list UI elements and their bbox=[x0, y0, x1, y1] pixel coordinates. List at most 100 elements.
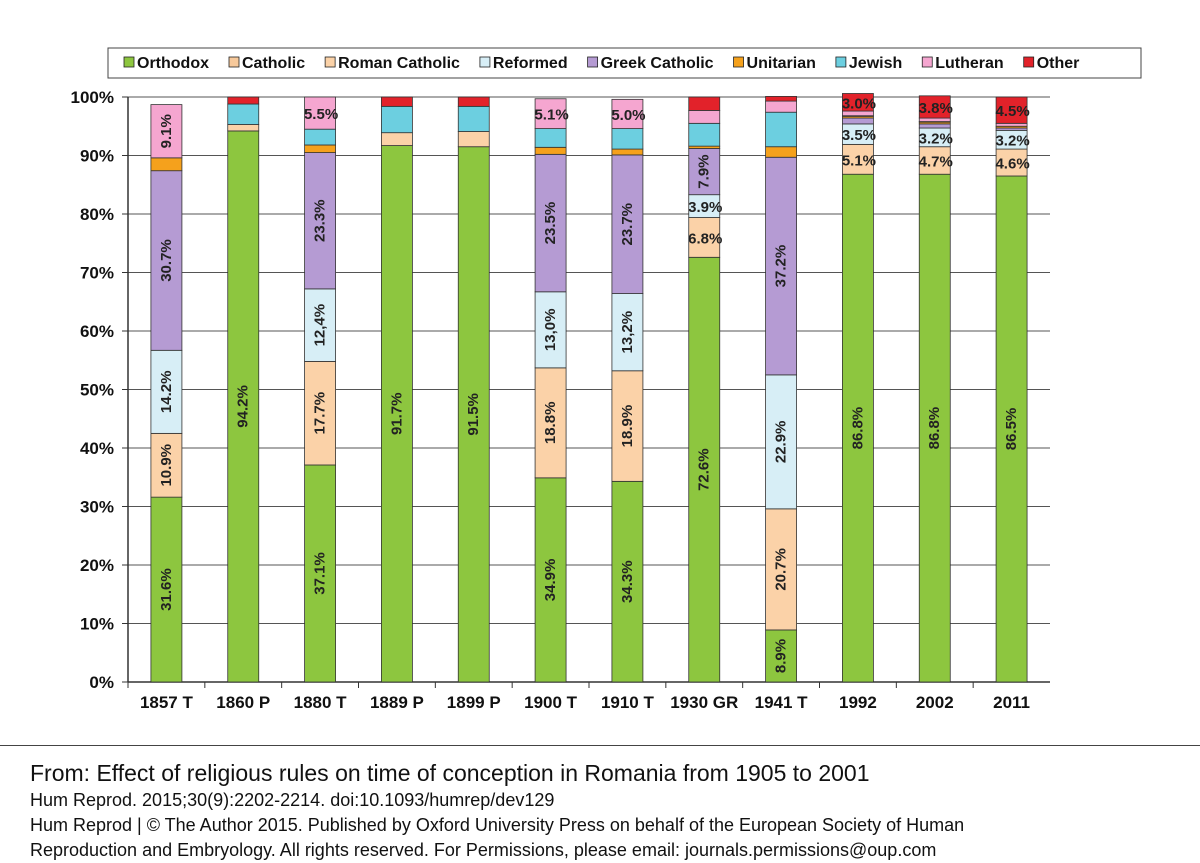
bar-segment-greek-catholic bbox=[918, 123, 951, 129]
data-label: 3.5% bbox=[842, 127, 876, 144]
bar-segment-other bbox=[227, 96, 260, 105]
legend-swatch-unitarian bbox=[733, 56, 744, 68]
legend-label-other: Other bbox=[1037, 55, 1080, 72]
bar-segment-jewish bbox=[227, 103, 260, 125]
bar-segment-orthodox bbox=[304, 464, 336, 683]
bar-segment-lutheran bbox=[688, 110, 721, 124]
bar-segment-orthodox bbox=[381, 145, 413, 683]
bar-segment-lutheran bbox=[995, 122, 1028, 127]
bar-segment-roman-catholic bbox=[150, 432, 183, 498]
legend-swatch-orthodox bbox=[123, 56, 135, 68]
bar-segment-other bbox=[688, 96, 721, 111]
y-tick-label: 40% bbox=[80, 439, 114, 458]
data-label: 9.1% bbox=[158, 114, 175, 148]
bar-segment-reformed bbox=[765, 374, 797, 510]
bar-segment-greek-catholic bbox=[611, 154, 644, 294]
bar-segment-roman-catholic bbox=[611, 370, 644, 482]
data-label: 37.1% bbox=[312, 552, 329, 595]
x-tick-label: 1941 T bbox=[755, 693, 809, 712]
x-tick-label: 2002 bbox=[916, 693, 954, 712]
bar-segment-unitarian bbox=[150, 157, 183, 172]
data-label: 4.6% bbox=[995, 156, 1029, 173]
bar-segment-unitarian bbox=[611, 148, 644, 156]
legend-swatch-other bbox=[1023, 56, 1035, 68]
data-label: 3.8% bbox=[919, 100, 953, 117]
data-label: 30.7% bbox=[158, 239, 175, 282]
bar-segment-orthodox bbox=[611, 480, 644, 683]
data-label: 3.2% bbox=[995, 133, 1029, 150]
caption-copyright-line-1: Hum Reprod | © The Author 2015. Publishe… bbox=[30, 815, 965, 835]
bar-segment-reformed bbox=[150, 349, 183, 434]
y-tick-label: 80% bbox=[80, 205, 114, 224]
legend-swatch-jewish bbox=[835, 56, 847, 68]
y-tick-label: 30% bbox=[80, 498, 114, 517]
legend-label-greek-catholic: Greek Catholic bbox=[601, 55, 714, 72]
bar-segment-roman-catholic bbox=[688, 217, 721, 258]
bar-segment-orthodox bbox=[688, 256, 721, 683]
bar-segment-roman-catholic bbox=[381, 132, 413, 146]
bar-segment-jewish bbox=[457, 105, 490, 132]
data-label: 18.9% bbox=[619, 405, 636, 448]
x-tick-label: 1860 P bbox=[216, 693, 270, 712]
caption-divider bbox=[0, 745, 1200, 746]
legend-swatch-reformed bbox=[479, 56, 491, 68]
bar-segment-orthodox bbox=[765, 629, 797, 683]
x-tick-label: 2011 bbox=[993, 693, 1030, 712]
bar-segment-roman-catholic bbox=[304, 361, 336, 466]
data-label: 5.0% bbox=[611, 107, 645, 124]
bar-segment-orthodox bbox=[457, 146, 490, 683]
bar-segment-roman-catholic bbox=[227, 124, 260, 132]
data-label: 23.5% bbox=[542, 202, 559, 245]
x-tick-label: 1910 T bbox=[601, 693, 655, 712]
bar-segment-orthodox bbox=[227, 130, 260, 683]
stacked-bar-chart: 0% 10% 20% 30% 40% 50% 60% 70% 80% 90% 100% 31.6% 10… bbox=[71, 47, 1142, 712]
data-label: 91.5% bbox=[465, 393, 482, 436]
y-tick-label: 60% bbox=[80, 322, 114, 341]
x-tick-label: 1899 P bbox=[447, 693, 501, 712]
chart-area: 0% 10% 20% 30% 40% 50% 60% 70% 80% 90% 100% 31.6% 10… bbox=[71, 47, 1142, 712]
bar-segment-roman-catholic bbox=[995, 148, 1028, 177]
data-label: 17.7% bbox=[312, 392, 329, 435]
bar-segment-greek-catholic bbox=[150, 170, 183, 351]
bar-segment-orthodox bbox=[534, 477, 567, 683]
bar-segment-other bbox=[457, 96, 490, 107]
data-label: 14.2% bbox=[158, 371, 175, 414]
bar-segment-lutheran bbox=[534, 98, 567, 129]
bar-segment-orthodox bbox=[918, 173, 951, 683]
bar-segment-unitarian bbox=[534, 146, 567, 155]
legend-label-jewish: Jewish bbox=[849, 55, 902, 72]
bar-segment-other bbox=[918, 95, 951, 119]
y-tick-label: 50% bbox=[80, 381, 114, 400]
data-label: 5.1% bbox=[534, 107, 568, 124]
legend-label-reformed: Reformed bbox=[493, 55, 568, 72]
data-label: 12,4% bbox=[312, 304, 329, 347]
bar-segment-lutheran bbox=[918, 117, 951, 122]
bar-segment-lutheran bbox=[304, 96, 336, 130]
y-tick-label: 70% bbox=[80, 264, 114, 283]
y-tick-label: 0% bbox=[89, 673, 114, 692]
x-tick-label: 1889 P bbox=[370, 693, 424, 712]
y-tick-label: 10% bbox=[80, 615, 114, 634]
bar-segment-lutheran bbox=[765, 100, 797, 113]
bar-segment-reformed bbox=[304, 288, 336, 362]
bar-segment-jewish bbox=[381, 105, 413, 134]
figure-caption: From: Effect of religious rules on time … bbox=[30, 758, 964, 863]
legend-swatch-lutheran bbox=[921, 56, 933, 68]
bar-segment-greek-catholic bbox=[842, 117, 874, 125]
data-label: 31.6% bbox=[158, 568, 175, 611]
y-tick-label: 100% bbox=[71, 88, 114, 107]
bar-segment-orthodox bbox=[842, 173, 874, 683]
y-tick-label: 20% bbox=[80, 556, 114, 575]
bar-segment-other bbox=[842, 93, 874, 112]
legend-label-roman-catholic: Roman Catholic bbox=[338, 55, 460, 72]
bar-segment-roman-catholic bbox=[457, 131, 490, 148]
x-tick-label: 1930 GR bbox=[670, 693, 738, 712]
bar-segment-greek-catholic bbox=[765, 156, 797, 376]
x-tick-label: 1880 T bbox=[294, 693, 348, 712]
bar-segment-reformed bbox=[611, 293, 644, 372]
data-label: 5.5% bbox=[304, 106, 338, 123]
bar-segment-reformed bbox=[534, 291, 567, 369]
data-label: 23.7% bbox=[619, 203, 636, 246]
data-label: 8.9% bbox=[773, 639, 790, 673]
bar-segment-other bbox=[995, 96, 1028, 124]
